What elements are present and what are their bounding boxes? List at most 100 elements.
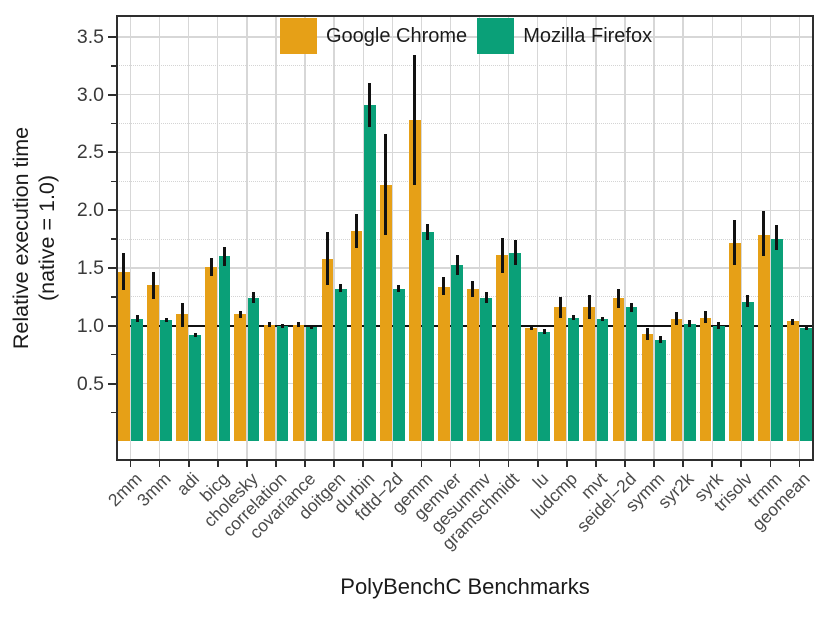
error-bar-google-chrome-correlation <box>267 322 271 327</box>
h-gridline-major-3 <box>116 94 814 96</box>
error-bar-google-chrome-trmm <box>762 211 766 257</box>
v-gridline-2mm <box>129 15 132 461</box>
y-tick-label-1.5: 1.5 <box>76 257 104 280</box>
x-tick-symm <box>653 461 655 467</box>
error-bar-google-chrome-doitgen <box>326 232 330 286</box>
error-bar-mozilla-firefox-bicg <box>222 247 226 266</box>
x-tick-correlation <box>275 461 277 467</box>
bar-google-chrome-trisolv <box>728 242 741 442</box>
x-tick-gramschmidt <box>507 461 510 467</box>
v-gridline-lu <box>537 15 539 461</box>
v-gridline-gemm <box>420 15 423 461</box>
legend: Google Chrome Mozilla Firefox <box>280 18 652 54</box>
x-tick-syrk <box>711 461 713 467</box>
error-bar-mozilla-firefox-seidel−2d <box>630 302 634 312</box>
error-bar-google-chrome-lu <box>529 325 533 331</box>
x-tick-covariance <box>304 461 306 467</box>
bar-mozilla-firefox-fdtd−2d <box>393 288 405 442</box>
bar-mozilla-firefox-durbin <box>363 105 376 442</box>
v-gridline-symm <box>653 15 655 461</box>
bar-google-chrome-correlation <box>263 324 276 442</box>
legend-swatch-mozilla-firefox <box>477 18 515 54</box>
x-tick-doitgen <box>333 461 335 467</box>
x-tick-seidel−2d <box>624 461 626 467</box>
error-bar-google-chrome-trisolv <box>733 219 737 265</box>
error-bar-google-chrome-2mm <box>122 253 126 290</box>
bar-google-chrome-trmm <box>757 234 770 442</box>
bar-google-chrome-2mm <box>118 271 130 442</box>
bar-mozilla-firefox-geomean <box>800 328 812 442</box>
v-gridline-trmm <box>769 15 772 461</box>
h-gridline-major-0.5 <box>116 382 814 385</box>
bar-mozilla-firefox-bicg <box>218 256 231 442</box>
h-gridline-major-2 <box>116 209 814 211</box>
x-tick-syr2k <box>682 461 684 467</box>
bar-google-chrome-ludcmp <box>554 307 567 442</box>
h-gridline-major-3.5 <box>116 36 814 38</box>
bar-mozilla-firefox-cholesky <box>247 298 260 442</box>
v-gridline-3mm <box>158 15 161 461</box>
h-gridline-minor-3.25 <box>116 65 814 67</box>
x-axis-title: PolyBenchC Benchmarks <box>340 574 590 599</box>
error-bar-google-chrome-covariance <box>296 322 300 327</box>
x-tick-3mm <box>158 461 161 467</box>
v-gridline-gesummv <box>478 15 481 461</box>
bar-mozilla-firefox-adi <box>189 335 202 442</box>
v-gridline-doitgen <box>333 15 335 461</box>
bar-google-chrome-doitgen <box>321 258 334 442</box>
v-gridline-seidel−2d <box>624 15 626 461</box>
error-bar-google-chrome-gramschmidt <box>500 238 504 273</box>
bar-google-chrome-mvt <box>583 307 596 442</box>
bar-mozilla-firefox-ludcmp <box>567 317 580 442</box>
y-minor-tick-1.25 <box>111 296 116 298</box>
h-gridline-major-2.5 <box>116 151 814 154</box>
y-tick-label-0.5: 0.5 <box>76 372 104 395</box>
bar-mozilla-firefox-correlation <box>276 325 289 442</box>
error-bar-google-chrome-syrk <box>704 310 708 324</box>
error-bar-mozilla-firefox-gesummv <box>484 292 488 303</box>
error-bar-google-chrome-gesummv <box>471 280 475 297</box>
h-gridline-minor-1.75 <box>116 238 814 240</box>
error-bar-mozilla-firefox-gemm <box>426 224 430 241</box>
legend-label-google-chrome: Google Chrome <box>326 24 468 47</box>
error-bar-mozilla-firefox-adi <box>193 332 197 338</box>
y-tick-label-3.5: 3.5 <box>76 25 104 48</box>
v-gridline-fdtd−2d <box>391 15 393 461</box>
bar-mozilla-firefox-trmm <box>771 239 783 442</box>
error-bar-mozilla-firefox-geomean <box>804 325 808 331</box>
bar-google-chrome-gramschmidt <box>496 255 508 442</box>
y-tick-3.5 <box>108 35 116 38</box>
bar-google-chrome-gemver <box>438 286 450 442</box>
bar-google-chrome-fdtd−2d <box>379 184 392 442</box>
x-tick-fdtd−2d <box>391 461 394 467</box>
legend-label-mozilla-firefox: Mozilla Firefox <box>523 24 653 47</box>
v-gridline-adi <box>188 15 190 461</box>
bar-mozilla-firefox-gemver <box>451 264 463 442</box>
v-gridline-covariance <box>304 15 306 461</box>
error-bar-mozilla-firefox-2mm <box>135 315 139 323</box>
y-minor-tick-2.25 <box>111 180 116 183</box>
y-minor-tick-0.25 <box>111 411 116 414</box>
bar-google-chrome-gesummv <box>467 288 479 442</box>
error-bar-google-chrome-seidel−2d <box>616 288 620 309</box>
error-bar-google-chrome-gemm <box>413 55 417 185</box>
x-tick-lu <box>536 461 539 467</box>
x-tick-trmm <box>769 461 772 467</box>
error-bar-mozilla-firefox-correlation <box>281 323 285 329</box>
error-bar-mozilla-firefox-syr2k <box>688 320 692 327</box>
v-gridline-durbin <box>362 15 364 461</box>
v-gridline-gramschmidt <box>507 15 510 461</box>
h-gridline-minor-0.25 <box>116 411 814 413</box>
x-tick-label-3mm: 3mm <box>132 468 175 511</box>
error-bar-mozilla-firefox-gramschmidt <box>513 240 517 265</box>
y-tick-1 <box>108 324 116 327</box>
bar-mozilla-firefox-trisolv <box>742 301 754 442</box>
bar-google-chrome-seidel−2d <box>612 298 625 442</box>
y-tick-label-1: 1.0 <box>76 314 104 337</box>
error-bar-mozilla-firefox-symm <box>659 336 663 344</box>
x-tick-gemm <box>420 461 423 467</box>
h-gridline-minor-2.25 <box>116 180 814 182</box>
v-gridline-trisolv <box>740 15 742 461</box>
error-bar-google-chrome-3mm <box>151 271 155 300</box>
